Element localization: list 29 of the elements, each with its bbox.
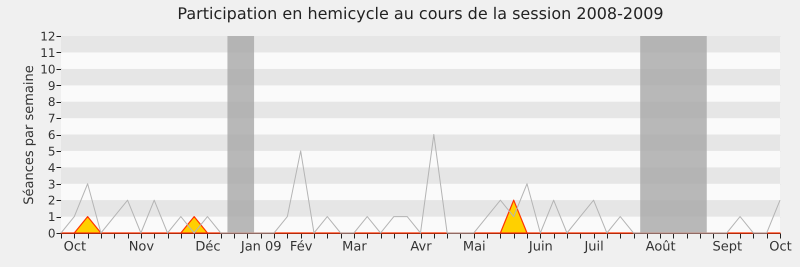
x-tick-label: Oct (769, 240, 792, 254)
x-tick-label: Déc (195, 240, 221, 254)
x-tick-label: Juil (583, 240, 604, 254)
x-tick-label: Sept (712, 240, 742, 254)
x-tick-label: Avr (410, 240, 432, 254)
x-tick-label: Mai (462, 240, 486, 254)
y-tick-label: 11 (40, 46, 56, 60)
y-tick-label: 6 (48, 128, 56, 142)
x-tick-label: Fév (290, 240, 313, 254)
x-tick-label: Oct (64, 240, 86, 254)
x-tick-label: Août (646, 240, 676, 254)
x-tick-label: Nov (128, 240, 154, 254)
x-tick-label: Juin (528, 240, 553, 254)
y-tick-label: 3 (48, 177, 56, 192)
x-tick-label: Mar (342, 240, 368, 254)
y-tick-label: 2 (48, 194, 56, 208)
y-tick-label: 5 (48, 144, 56, 158)
y-tick-label: 9 (48, 78, 56, 93)
y-tick-label: 7 (48, 112, 56, 126)
y-tick-label: 8 (48, 95, 56, 110)
y-tick-label: 12 (40, 30, 56, 44)
chart-title: Participation en hemicycle au cours de la session 2008-2009 (177, 4, 664, 23)
line-series (60, 134, 780, 234)
y-tick-label: 10 (40, 62, 56, 76)
y-tick-label: 0 (48, 226, 56, 240)
x-tick-label: Jan 09 (240, 240, 282, 254)
y-tick-label: 1 (48, 210, 56, 224)
y-tick-label: 4 (48, 160, 56, 175)
y-axis-title: Séances par semaine (22, 65, 38, 205)
